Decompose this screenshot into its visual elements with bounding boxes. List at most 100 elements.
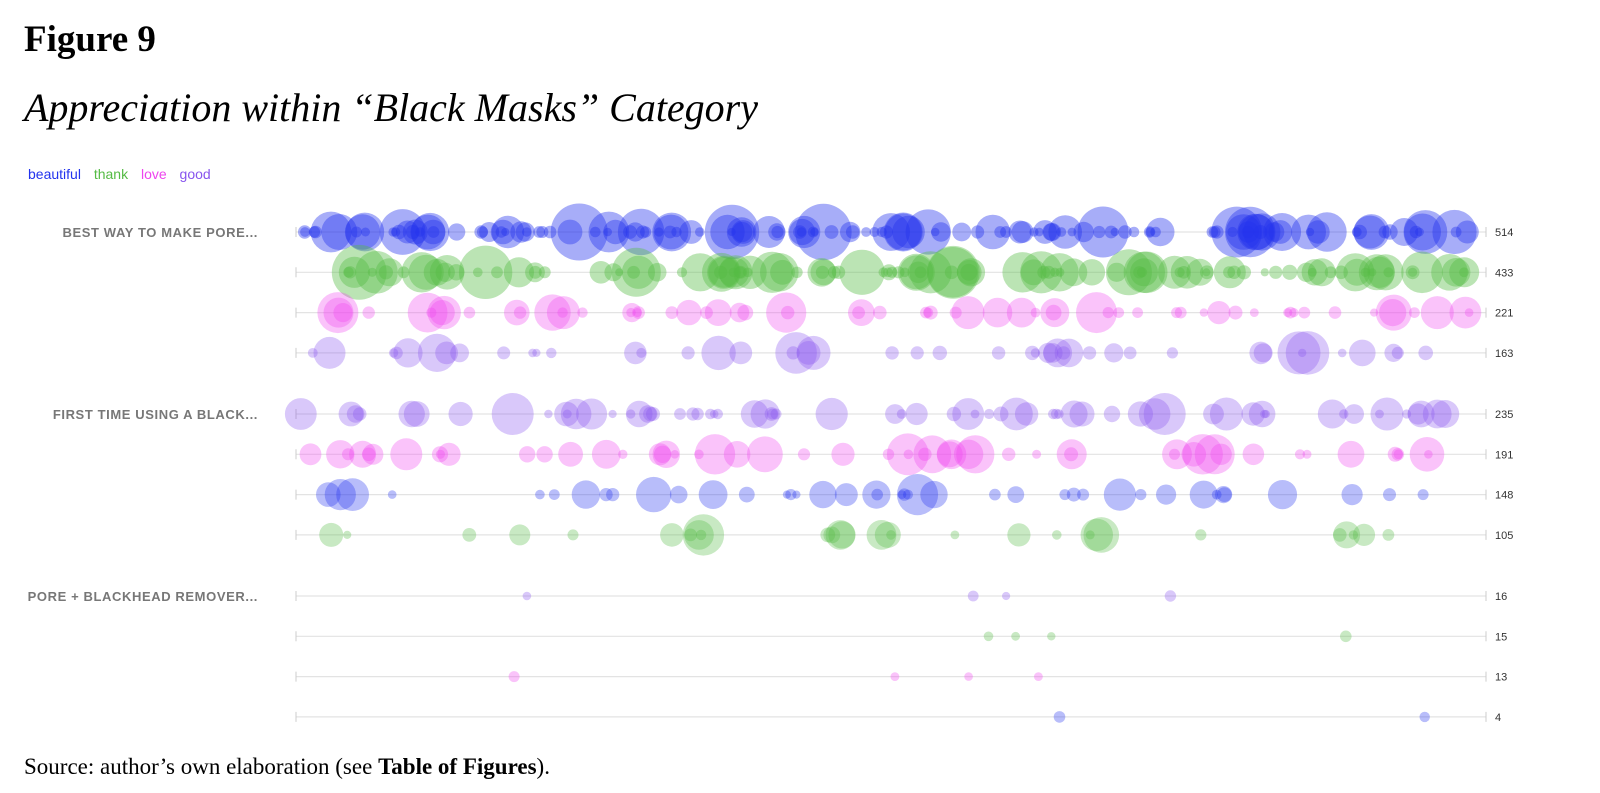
bubble-thank[interactable] xyxy=(684,520,714,550)
bubble-good[interactable] xyxy=(608,409,617,419)
bubble-thank[interactable] xyxy=(423,258,451,286)
bubble-thank[interactable] xyxy=(1078,259,1106,286)
bubble-thank[interactable] xyxy=(728,267,739,278)
bubble-love[interactable] xyxy=(534,294,571,331)
bubble-love[interactable] xyxy=(342,448,354,461)
bubble-beautiful[interactable] xyxy=(1043,223,1062,241)
bubble-beautiful[interactable] xyxy=(695,227,705,237)
bubble-thank[interactable] xyxy=(827,266,841,279)
bubble-beautiful[interactable] xyxy=(1077,488,1090,501)
bubble-good[interactable] xyxy=(388,348,399,358)
bubble-good[interactable] xyxy=(1422,399,1452,429)
bubble-good[interactable] xyxy=(1143,393,1186,435)
bubble-good[interactable] xyxy=(1038,342,1059,363)
bubble-good[interactable] xyxy=(767,408,778,420)
bubble-good[interactable] xyxy=(284,398,317,430)
bubble-good[interactable] xyxy=(393,338,423,368)
bubble-love[interactable] xyxy=(923,307,934,318)
bubble-love[interactable] xyxy=(1337,440,1365,468)
bubble-beautiful[interactable] xyxy=(653,214,689,250)
bubble-beautiful[interactable] xyxy=(1135,489,1147,501)
bubble-beautiful[interactable] xyxy=(1206,226,1219,238)
bubble-beautiful[interactable] xyxy=(726,217,757,247)
bubble-love[interactable] xyxy=(1302,449,1312,459)
bubble-thank[interactable] xyxy=(742,267,753,278)
bubble-love[interactable] xyxy=(577,307,588,318)
bubble-love[interactable] xyxy=(1169,448,1180,460)
bubble-thank[interactable] xyxy=(1324,266,1337,279)
bubble-thank[interactable] xyxy=(983,631,994,642)
bubble-beautiful[interactable] xyxy=(971,225,985,239)
bubble-beautiful[interactable] xyxy=(491,215,525,249)
legend-item-thank[interactable]: thank xyxy=(93,166,129,182)
bubble-beautiful[interactable] xyxy=(1253,225,1268,239)
bubble-thank[interactable] xyxy=(1282,264,1298,280)
bubble-good[interactable] xyxy=(885,346,899,360)
bubble-beautiful[interactable] xyxy=(1118,225,1132,239)
bubble-beautiful[interactable] xyxy=(476,226,489,238)
bubble-thank[interactable] xyxy=(338,256,370,288)
bubble-beautiful[interactable] xyxy=(930,227,940,237)
bubble-beautiful[interactable] xyxy=(807,226,819,238)
bubble-good[interactable] xyxy=(1054,338,1084,368)
bubble-beautiful[interactable] xyxy=(1008,220,1032,244)
bubble-beautiful[interactable] xyxy=(1007,486,1025,503)
bubble-good[interactable] xyxy=(1344,404,1364,424)
bubble-love[interactable] xyxy=(429,300,455,326)
bubble-thank[interactable] xyxy=(950,530,960,540)
bubble-beautiful[interactable] xyxy=(698,480,728,509)
bubble-beautiful[interactable] xyxy=(536,226,549,238)
bubble-good[interactable] xyxy=(1253,343,1273,363)
bubble-beautiful[interactable] xyxy=(989,488,1001,501)
bubble-thank[interactable] xyxy=(1158,255,1191,289)
bubble-love[interactable] xyxy=(766,292,807,333)
bubble-beautiful[interactable] xyxy=(387,490,397,499)
bubble-thank[interactable] xyxy=(1449,257,1480,288)
bubble-beautiful[interactable] xyxy=(1353,214,1390,250)
bubble-good[interactable] xyxy=(1384,343,1403,362)
bubble-thank[interactable] xyxy=(627,265,640,279)
bubble-thank[interactable] xyxy=(1195,529,1207,541)
bubble-thank[interactable] xyxy=(1307,258,1336,287)
bubble-love[interactable] xyxy=(1387,446,1403,462)
bubble-good[interactable] xyxy=(1375,409,1384,419)
bubble-thank[interactable] xyxy=(1170,255,1204,289)
bubble-love[interactable] xyxy=(949,306,962,319)
bubble-good[interactable] xyxy=(796,335,831,370)
bubble-beautiful[interactable] xyxy=(1225,214,1262,250)
bubble-beautiful[interactable] xyxy=(663,225,677,239)
bubble-beautiful[interactable] xyxy=(782,490,792,499)
bubble-love[interactable] xyxy=(781,305,795,320)
bubble-love[interactable] xyxy=(1181,442,1207,467)
bubble-good[interactable] xyxy=(1104,343,1124,363)
bubble-love[interactable] xyxy=(508,671,520,683)
bubble-love[interactable] xyxy=(435,449,445,459)
bubble-good[interactable] xyxy=(1402,409,1412,419)
bubble-good[interactable] xyxy=(1339,409,1349,419)
bubble-beautiful[interactable] xyxy=(1145,227,1155,237)
bubble-love[interactable] xyxy=(1002,447,1016,461)
bubble-beautiful[interactable] xyxy=(388,227,398,237)
bubble-good[interactable] xyxy=(764,407,779,421)
bubble-love[interactable] xyxy=(1076,292,1117,334)
bubble-beautiful[interactable] xyxy=(548,489,560,500)
bubble-love[interactable] xyxy=(519,446,536,463)
bubble-beautiful[interactable] xyxy=(994,226,1007,238)
bubble-love[interactable] xyxy=(1102,307,1114,319)
bubble-love[interactable] xyxy=(326,440,355,469)
bubble-beautiful[interactable] xyxy=(636,225,650,239)
bubble-thank[interactable] xyxy=(1047,632,1056,641)
bubble-good[interactable] xyxy=(674,408,686,420)
bubble-beautiful[interactable] xyxy=(1215,486,1233,504)
bubble-thank[interactable] xyxy=(367,267,377,277)
bubble-good[interactable] xyxy=(1209,397,1243,431)
bubble-thank[interactable] xyxy=(331,244,387,300)
bubble-good[interactable] xyxy=(497,346,511,360)
bubble-beautiful[interactable] xyxy=(872,213,910,251)
bubble-beautiful[interactable] xyxy=(636,476,672,513)
bubble-thank[interactable] xyxy=(791,266,803,278)
bubble-thank[interactable] xyxy=(1020,259,1047,286)
bubble-thank[interactable] xyxy=(1020,251,1063,294)
bubble-beautiful[interactable] xyxy=(533,226,545,238)
bubble-beautiful[interactable] xyxy=(810,227,819,237)
